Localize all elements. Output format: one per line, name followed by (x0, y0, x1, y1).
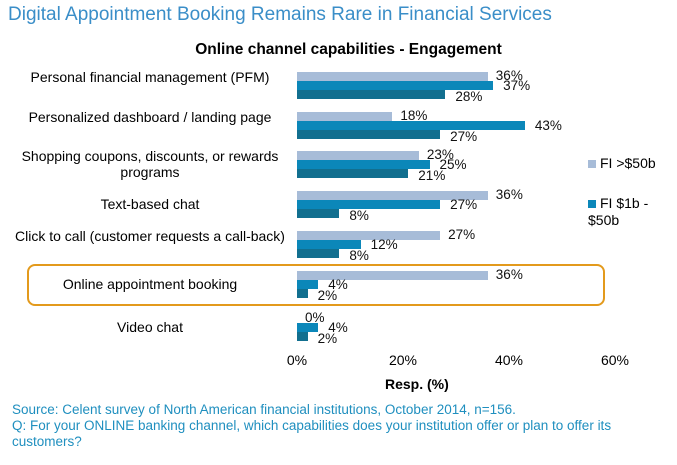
data-label: 8% (349, 208, 369, 223)
data-label: 21% (418, 168, 446, 183)
category-label: Shopping coupons, discounts, or rewards … (21, 148, 279, 180)
x-tick-label: 0% (286, 352, 308, 368)
legend-swatch (588, 160, 596, 168)
data-label: 8% (349, 248, 369, 263)
category-label: Text-based chat (100, 196, 200, 212)
data-label: 27% (450, 129, 478, 144)
highlight-box (27, 264, 605, 306)
data-label: 25% (439, 157, 467, 172)
question-text: Q: For your ONLINE banking channel, whic… (12, 418, 612, 449)
category-label: Personalized dashboard / landing page (28, 109, 272, 125)
category-label: Personal financial management (PFM) (30, 69, 270, 85)
bar-2 (297, 323, 319, 332)
data-label: 4% (328, 320, 348, 335)
bar-3 (297, 249, 340, 258)
data-label: 0% (305, 310, 325, 325)
category-label: Click to call (customer requests a call-… (15, 228, 285, 244)
bar-3 (297, 90, 446, 99)
chart-title: Online channel capabilities - Engagement (195, 41, 502, 58)
bar-3 (297, 209, 340, 218)
legend-item: FI $1b - $50b (588, 195, 668, 229)
bar-1 (297, 271, 488, 280)
source-note: Source: Celent survey of North American … (12, 402, 612, 450)
slide-title: Digital Appointment Booking Remains Rare… (8, 4, 552, 25)
data-label: 36% (495, 68, 523, 83)
bar-1 (297, 191, 488, 200)
data-label: 27% (448, 227, 476, 242)
x-tick-label: 20% (388, 352, 418, 368)
data-label: 27% (450, 197, 478, 212)
bar-2 (297, 280, 319, 289)
data-label: 36% (495, 267, 523, 282)
data-label: 28% (455, 89, 483, 104)
bar-2 (297, 200, 441, 209)
bar-1 (297, 151, 419, 160)
legend-item: FI >$50b (588, 155, 668, 172)
source-text: Source: Celent survey of North American … (12, 402, 516, 417)
bar-1 (297, 72, 488, 81)
legend-label: FI $1b - $50b (588, 195, 649, 228)
legend-swatch (588, 200, 596, 208)
bar-2 (297, 240, 361, 249)
x-tick-label: 60% (600, 352, 630, 368)
data-label: 23% (426, 147, 454, 162)
bar-2 (297, 81, 494, 90)
bar-3 (297, 332, 308, 341)
category-label: Video chat (117, 319, 183, 335)
bar-1 (297, 112, 393, 121)
data-label: 18% (400, 108, 428, 123)
data-label: 2% (317, 288, 338, 303)
data-label: 2% (317, 331, 338, 346)
bar-3 (297, 289, 308, 298)
x-tick-label: 40% (494, 352, 524, 368)
data-label: 37% (503, 78, 531, 93)
data-label: 4% (328, 277, 348, 292)
bar-3 (297, 130, 441, 139)
bar-2 (297, 160, 430, 169)
x-axis-label: Resp. (%) (385, 376, 449, 392)
data-label: 12% (370, 237, 398, 252)
bar-3 (297, 169, 409, 178)
bar-1 (297, 231, 441, 240)
category-label: Online appointment booking (62, 276, 238, 292)
bar-2 (297, 121, 525, 130)
legend-label: FI >$50b (600, 155, 656, 171)
data-label: 43% (534, 118, 562, 133)
data-label: 36% (495, 187, 523, 202)
